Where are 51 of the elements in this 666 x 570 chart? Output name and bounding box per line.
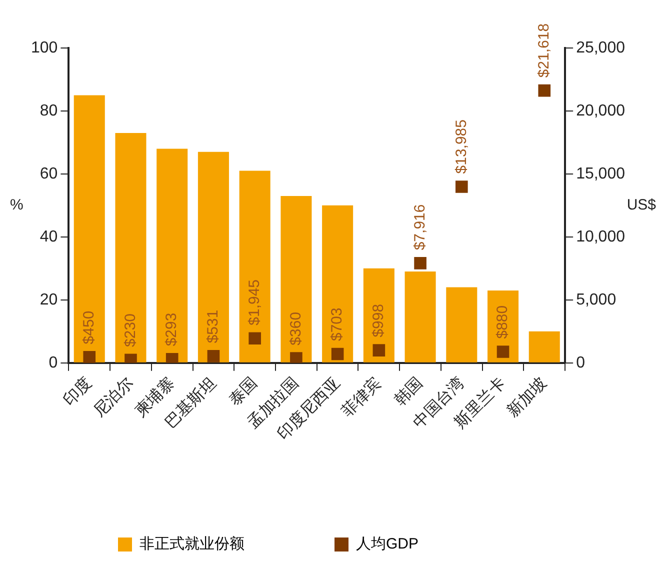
y-tick-label: 60: [40, 165, 58, 182]
y2-tick-label: 15,000: [576, 165, 626, 182]
point: [372, 344, 386, 356]
point: [455, 180, 468, 193]
y2-tick-label: 0: [576, 354, 586, 372]
y-tick-label: 0: [48, 354, 58, 372]
y2-tick-label: 5,000: [576, 291, 616, 308]
y2-tick-label: 10,000: [576, 228, 626, 246]
bar: [74, 95, 105, 362]
point: [414, 257, 426, 270]
data-label: $293: [163, 312, 180, 346]
legend-label: 非正式就业份额: [140, 536, 244, 553]
bar: [404, 272, 436, 362]
data-label: $360: [287, 312, 304, 346]
data-label: $230: [122, 314, 139, 347]
data-label: $450: [80, 310, 98, 344]
data-label: $1,945: [246, 279, 263, 326]
y-axis-title: %: [10, 196, 24, 214]
data-label: $703: [328, 308, 346, 341]
bar: [363, 268, 394, 362]
y-tick-label: 80: [40, 102, 58, 120]
point: [248, 332, 261, 345]
bar: [198, 152, 229, 362]
y2-tick-label: 20,000: [576, 102, 626, 120]
y2-axis-title: US$: [626, 196, 657, 214]
y-tick-label: 100: [30, 39, 58, 56]
legend-label: 人均GDP: [356, 536, 419, 553]
bar: [156, 148, 188, 362]
bar: [280, 196, 312, 362]
bar: [115, 133, 146, 362]
point: [83, 351, 96, 363]
point: [290, 352, 302, 363]
data-label: $7,916: [411, 204, 428, 250]
y-tick-label: 20: [40, 291, 58, 308]
point: [166, 353, 178, 363]
bar: [239, 170, 270, 362]
data-label: $13,985: [452, 119, 470, 174]
x-tick-label: 新加坡: [504, 374, 550, 421]
point: [331, 348, 344, 360]
data-label: $998: [370, 304, 388, 338]
bar: [528, 331, 560, 362]
point: [207, 350, 220, 362]
data-label: $531: [204, 310, 222, 344]
y-tick-label: 40: [40, 228, 58, 246]
data-label: $21,618: [536, 23, 553, 78]
point: [538, 84, 551, 97]
data-label: $880: [494, 305, 512, 339]
bar: [446, 287, 478, 362]
bar: [322, 205, 354, 362]
y2-tick-label: 25,000: [576, 39, 626, 56]
point: [496, 346, 510, 358]
